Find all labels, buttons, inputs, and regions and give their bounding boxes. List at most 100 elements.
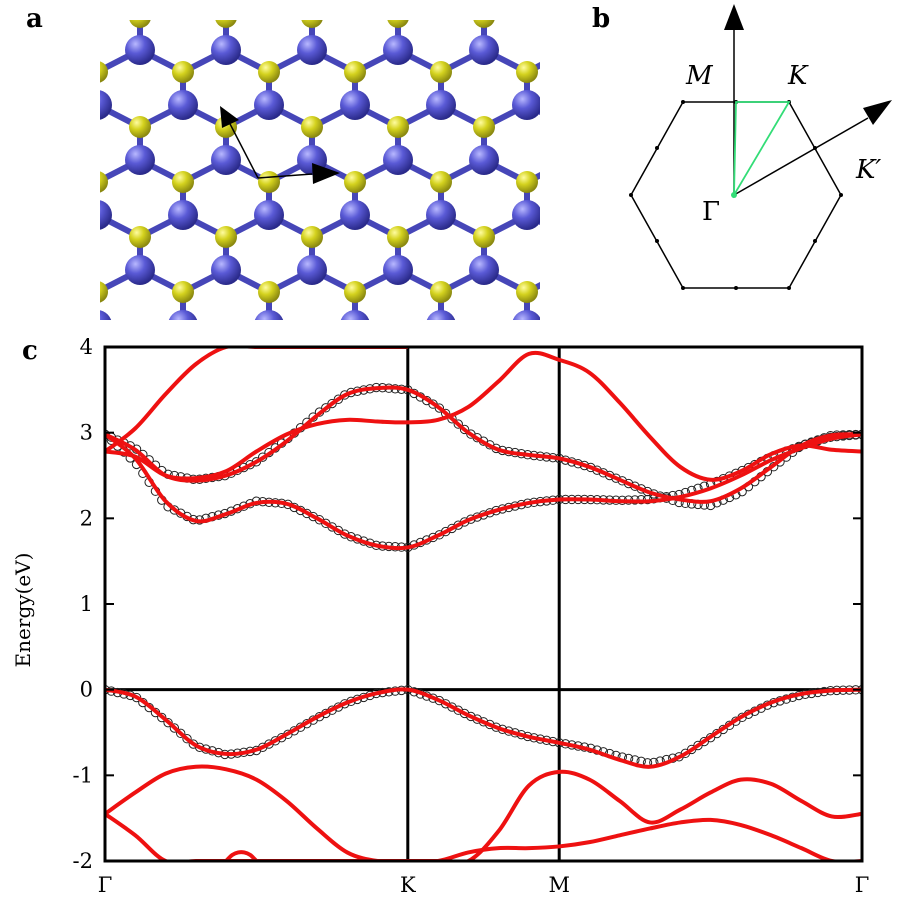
metal-atom	[100, 310, 112, 320]
x-tick-label: K	[400, 873, 416, 897]
chalcogen-atom	[430, 61, 452, 83]
fitted-band-line	[105, 432, 862, 551]
kprime-point-label: K′	[855, 155, 881, 185]
chalcogen-atom	[129, 116, 151, 138]
y-axis-ticks: 4 3 2 1 0 -1 -2	[73, 335, 862, 873]
chalcogen-atom	[100, 281, 108, 303]
y-tick-label: 0	[80, 678, 93, 702]
fitted-band-line	[105, 347, 408, 454]
metal-atom	[168, 200, 198, 230]
high-symmetry-path	[731, 101, 791, 199]
y-tick-label: -2	[73, 849, 93, 873]
calc-band-point	[163, 717, 173, 728]
panel-label-b: b	[592, 4, 611, 34]
metal-atom	[211, 35, 241, 65]
y-axis-label: Energy(eV)	[11, 553, 35, 668]
chalcogen-atom	[258, 281, 280, 303]
metal-atom	[340, 310, 370, 320]
metal-atom	[383, 255, 413, 285]
calc-band-point	[169, 723, 180, 733]
metal-atom	[100, 90, 112, 120]
chalcogen-atom	[430, 281, 452, 303]
calc-band-point	[251, 457, 262, 467]
metal-atom	[125, 145, 155, 175]
chalcogen-atom	[215, 20, 237, 28]
y-tick-label: -1	[73, 763, 93, 787]
fitted-band-line	[105, 812, 862, 861]
chalcogen-atom	[129, 20, 151, 28]
fitted-band-line	[105, 385, 862, 504]
chalcogen-atom	[430, 171, 452, 193]
metal-atom	[383, 145, 413, 175]
chalcogen-atom	[172, 281, 194, 303]
chalcogen-atom	[301, 116, 323, 138]
chalcogen-atom	[344, 61, 366, 83]
chalcogen-atom	[516, 61, 538, 83]
y-tick-label: 2	[80, 506, 93, 530]
metal-atom	[469, 255, 499, 285]
chalcogen-atom	[258, 61, 280, 83]
metal-atom	[168, 90, 198, 120]
metal-atom	[512, 200, 540, 230]
chalcogen-atom	[100, 171, 108, 193]
calc-band-point	[321, 403, 331, 413]
metal-atom	[469, 35, 499, 65]
metal-atom	[297, 35, 327, 65]
lattice-structure-image	[100, 20, 540, 320]
metal-atom	[512, 310, 540, 320]
chalcogen-atom	[387, 226, 409, 248]
brillouin-zone-diagram: M K K′ Γ	[629, 4, 892, 290]
metal-atom	[125, 35, 155, 65]
metal-atom	[383, 35, 413, 65]
chalcogen-atom	[258, 171, 280, 193]
fitted-band-line	[105, 350, 862, 482]
metal-atom	[297, 255, 327, 285]
fitted-band-line	[105, 687, 862, 769]
metal-atom	[168, 310, 198, 320]
chalcogen-atom	[516, 171, 538, 193]
metal-atom	[426, 310, 456, 320]
calc-band-point	[327, 398, 337, 409]
plot-area	[103, 345, 864, 863]
calc-band-point	[169, 505, 180, 515]
panel-label-a: a	[26, 4, 43, 34]
metal-atom	[340, 200, 370, 230]
metal-atom	[254, 310, 284, 320]
chalcogen-atom	[473, 116, 495, 138]
fitted-band-line	[224, 850, 258, 861]
chalcogen-atom	[301, 20, 323, 28]
lattice-atoms	[100, 20, 540, 320]
metal-atom	[426, 200, 456, 230]
x-tick-label: M	[548, 873, 570, 897]
chalcogen-atom	[516, 281, 538, 303]
band-structure-chart: 4 3 2 1 0 -1 -2 Γ K M Γ Energy(eV)	[11, 335, 870, 897]
calc-band-point	[459, 424, 470, 435]
chalcogen-atom	[172, 171, 194, 193]
metal-atom	[340, 90, 370, 120]
chalcogen-atom	[344, 281, 366, 303]
chalcogen-atom	[387, 116, 409, 138]
metal-atom	[469, 145, 499, 175]
metal-atom	[254, 200, 284, 230]
chalcogen-atom	[100, 61, 108, 83]
plot-frame	[103, 345, 864, 863]
k-point-label: K	[787, 61, 809, 91]
chalcogen-atom	[301, 226, 323, 248]
y-tick-label: 3	[80, 421, 93, 445]
calc-band-point	[182, 734, 192, 744]
calc-band-point	[176, 728, 186, 739]
chalcogen-atom	[473, 226, 495, 248]
metal-atom	[211, 145, 241, 175]
chalcogen-atom	[387, 20, 409, 28]
lattice-vector-arrows	[220, 106, 340, 184]
chalcogen-atom	[129, 226, 151, 248]
gamma-point-label: Γ	[702, 197, 720, 227]
metal-atom	[512, 90, 540, 120]
chalcogen-atom	[473, 20, 495, 28]
chalcogen-atom	[172, 61, 194, 83]
panel-label-c: c	[22, 336, 38, 366]
metal-atom	[211, 255, 241, 285]
m-point-label: M	[685, 61, 714, 91]
metal-atom	[100, 200, 112, 230]
